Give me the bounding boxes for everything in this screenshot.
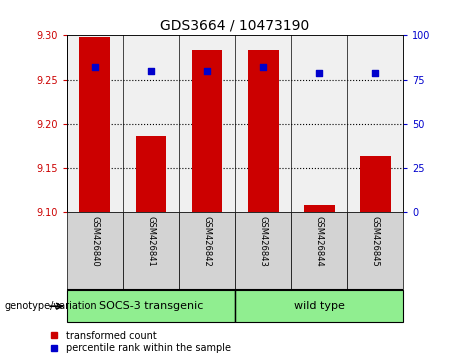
Bar	[192, 50, 223, 212]
Bar	[235, 212, 291, 290]
Text: genotype/variation: genotype/variation	[5, 301, 97, 311]
Point	[372, 70, 379, 75]
Bar	[360, 156, 391, 212]
Text: SOCS-3 transgenic: SOCS-3 transgenic	[99, 301, 203, 311]
Point	[315, 70, 323, 75]
Bar	[304, 205, 335, 212]
Text: GSM426842: GSM426842	[202, 216, 212, 267]
Point	[147, 68, 154, 74]
Bar	[67, 212, 123, 290]
Text: GSM426841: GSM426841	[147, 216, 155, 267]
Bar	[248, 50, 278, 212]
Text: GSM426840: GSM426840	[90, 216, 100, 267]
Text: GSM426845: GSM426845	[371, 216, 380, 267]
Legend: transformed count, percentile rank within the sample: transformed count, percentile rank withi…	[49, 331, 231, 353]
Text: GSM426843: GSM426843	[259, 216, 268, 267]
Bar	[347, 212, 403, 290]
Title: GDS3664 / 10473190: GDS3664 / 10473190	[160, 19, 310, 33]
Point	[260, 64, 267, 70]
Bar	[136, 136, 166, 212]
Point	[91, 64, 99, 70]
Bar	[79, 37, 110, 212]
Bar	[67, 290, 235, 322]
Text: GSM426844: GSM426844	[315, 216, 324, 267]
Bar	[179, 212, 235, 290]
Bar	[123, 212, 179, 290]
Bar	[235, 290, 403, 322]
Point	[203, 68, 211, 74]
Bar	[291, 212, 347, 290]
Text: wild type: wild type	[294, 301, 345, 311]
